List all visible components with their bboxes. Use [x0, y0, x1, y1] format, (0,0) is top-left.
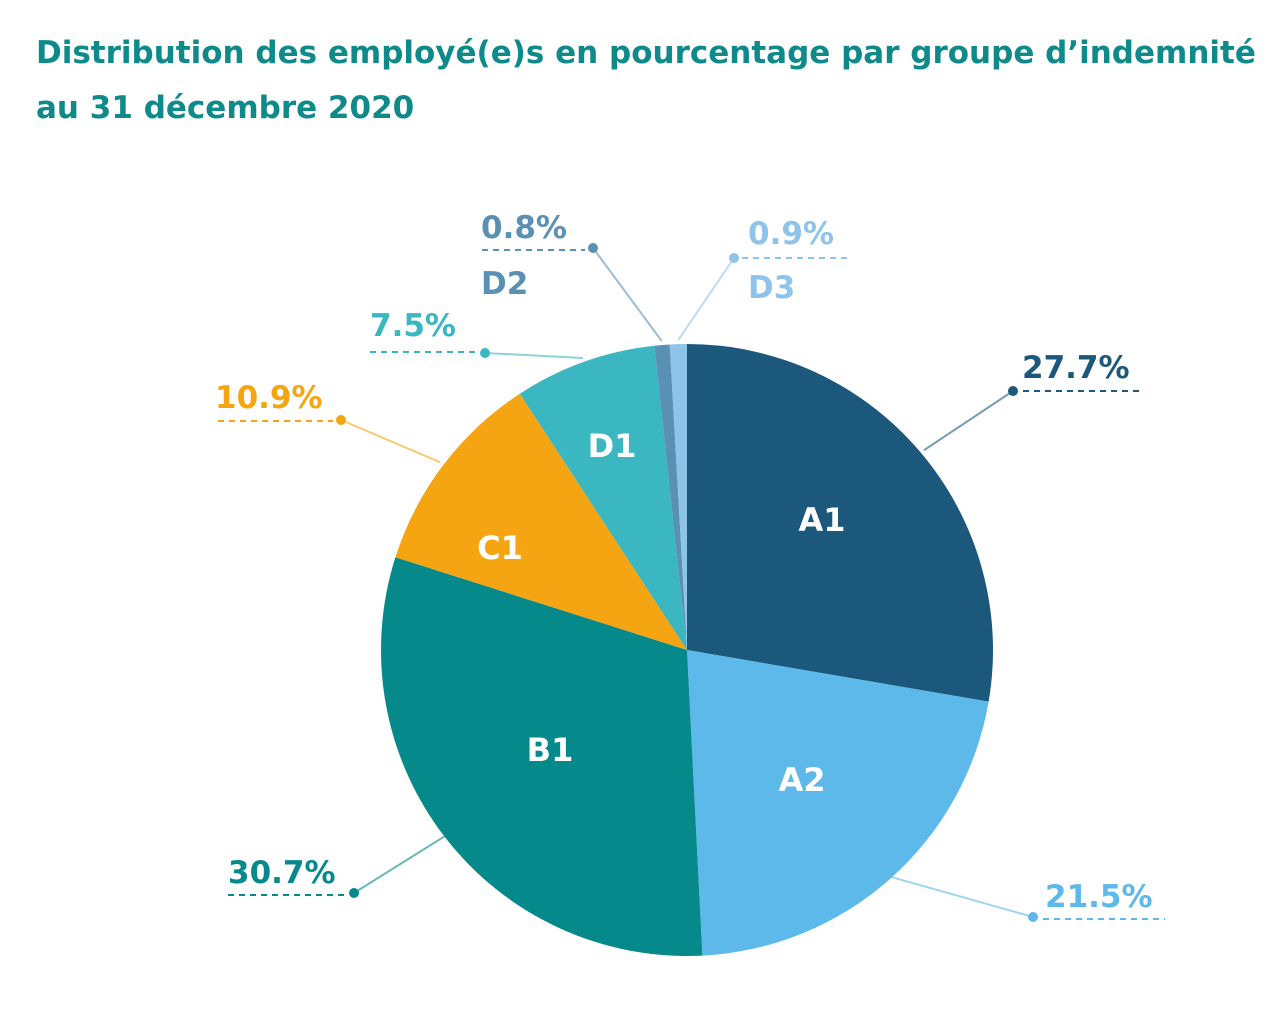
leader-dot-d3 — [729, 253, 739, 263]
value-label-d3: 0.9% — [748, 216, 834, 252]
leader-lines — [218, 243, 1165, 922]
value-label-c1: 10.9% — [215, 380, 323, 416]
value-label-a1: 27.7% — [1022, 350, 1130, 386]
slice-label-a1: A1 — [798, 501, 845, 539]
leader-line-d1 — [484, 352, 583, 359]
chart-title: Distribution des employé(e)s en pourcent… — [36, 26, 1266, 136]
leader-line-d3 — [677, 257, 735, 341]
pie-slice-d3 — [669, 344, 687, 650]
pie-slice-a2 — [687, 650, 989, 956]
pie-slice-d1 — [519, 345, 687, 650]
leader-line-a2 — [887, 874, 1034, 918]
value-label-d2: 0.8% — [481, 210, 567, 246]
pie-slices — [381, 343, 994, 956]
pie-slice-b1 — [381, 557, 703, 956]
slice-label-c1: C1 — [477, 529, 523, 567]
leader-line-c1 — [340, 419, 441, 464]
slice-label-b1: B1 — [527, 731, 574, 769]
leader-line-d2 — [592, 247, 663, 342]
value-label-a2: 21.5% — [1045, 879, 1153, 915]
pie-slice-c1 — [395, 393, 687, 650]
leader-dot-a2 — [1028, 912, 1038, 922]
leader-dot-d2 — [588, 243, 598, 253]
leader-dot-d1 — [480, 348, 490, 358]
pie-slice-a1 — [687, 343, 994, 702]
chart-title-line-1: Distribution des employé(e)s en pourcent… — [36, 35, 1256, 71]
value-label-b1: 30.7% — [228, 855, 336, 891]
leader-dot-a1 — [1008, 386, 1018, 396]
pie-slice-d2 — [654, 344, 687, 650]
leader-dot-c1 — [336, 415, 346, 425]
leader-line-b1 — [353, 833, 449, 894]
category-label-d3: D3 — [748, 270, 795, 306]
slice-label-a2: A2 — [778, 761, 825, 799]
slice-label-d1: D1 — [588, 427, 637, 465]
category-label-d2: D2 — [481, 266, 528, 302]
leader-dot-b1 — [349, 888, 359, 898]
slice-labels: 27.7% A1 21.5% A2 30.7% B1 10.9% C1 7.5% D1 0.8% D2… — [215, 210, 1153, 915]
value-label-d1: 7.5% — [370, 308, 456, 344]
chart-title-line-2: au 31 décembre 2020 — [36, 90, 415, 126]
leader-line-a1 — [923, 390, 1014, 452]
